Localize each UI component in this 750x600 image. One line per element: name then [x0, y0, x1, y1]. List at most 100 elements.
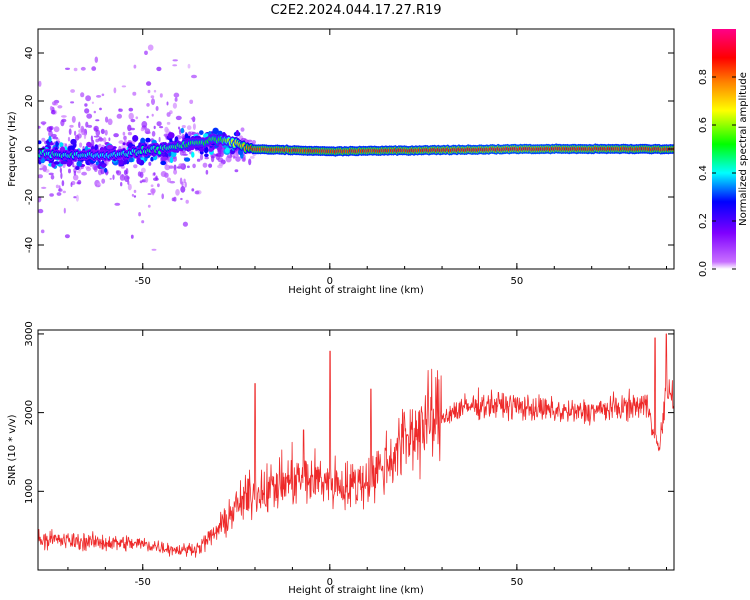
heatmap-cell — [148, 161, 152, 166]
heatmap-cell — [184, 181, 187, 188]
heatmap-cell — [202, 162, 208, 168]
heatmap-cell — [38, 125, 41, 129]
heatmap-cell — [107, 118, 113, 126]
heatmap-cell — [157, 183, 160, 188]
heatmap-cell — [65, 67, 70, 71]
heatmap-cell — [127, 124, 132, 132]
heatmap-cell — [40, 121, 47, 125]
heatmap-cell — [38, 174, 43, 179]
heatmap-cell — [128, 107, 134, 112]
snr-ticks: -50 0 50 1000 2000 3000 — [24, 321, 674, 588]
heatmap-cell — [94, 144, 98, 151]
heatmap-cell — [127, 180, 130, 185]
heatmap-cell — [91, 139, 95, 147]
heatmap-cell — [38, 80, 42, 87]
heatmap-cell — [87, 124, 93, 128]
heatmap-cell — [98, 143, 102, 147]
heatmap-cell — [186, 125, 192, 131]
colorbar-tick-label: 0.6 — [698, 117, 709, 133]
heatmap-cell — [182, 221, 188, 227]
heatmap-cell — [41, 186, 47, 189]
heatmap-cell — [46, 126, 53, 132]
heatmap-cell — [140, 137, 146, 144]
heatmap-cell — [68, 128, 72, 135]
heatmap-cell — [173, 164, 177, 171]
heatmap-cell — [75, 194, 79, 202]
heatmap-cell — [121, 174, 124, 178]
heatmap-cell — [185, 199, 189, 204]
heatmap-cell — [81, 128, 86, 136]
heatmap-cell — [61, 115, 67, 118]
heatmap-cell — [249, 156, 255, 159]
heatmap-cell — [105, 116, 109, 123]
heatmap-cell — [187, 63, 191, 69]
heatmap-cell — [184, 133, 189, 139]
heatmap-cell — [234, 169, 239, 173]
snr-series-line — [38, 333, 674, 558]
spectrogram-panel: -50 0 50 -40 -20 0 20 40 Height of straight lin… — [7, 28, 675, 296]
heatmap-cell — [146, 115, 149, 119]
heatmap-cell — [70, 89, 75, 93]
heatmap-cell — [78, 121, 81, 129]
heatmap-cell — [68, 168, 71, 174]
heatmap-cell — [131, 193, 134, 197]
heatmap-cell — [172, 64, 178, 67]
heatmap-cell — [53, 126, 60, 133]
heatmap-cell — [180, 127, 185, 134]
heatmap-cell — [153, 177, 159, 181]
heatmap-cell — [118, 140, 124, 144]
heatmap-cell — [74, 130, 77, 136]
heatmap-cell — [118, 108, 123, 112]
heatmap-cell — [179, 177, 183, 185]
heatmap-cell — [76, 170, 81, 174]
heatmap-cell — [145, 137, 151, 143]
heatmap-cell — [48, 130, 53, 138]
heatmap-cell — [48, 135, 52, 143]
heatmap-cell — [103, 137, 107, 143]
heatmap-cell — [60, 119, 65, 127]
heatmap-cell — [60, 172, 63, 179]
heatmap-cell — [50, 174, 55, 180]
heatmap-cell — [147, 44, 154, 51]
heatmap-cell — [179, 150, 184, 156]
colorbar-tick-label: 0.2 — [698, 213, 709, 229]
heatmap-cell — [217, 157, 224, 163]
heatmap-cell — [128, 112, 134, 120]
heatmap-cell — [150, 95, 155, 99]
heatmap-cell — [75, 166, 80, 170]
heatmap-cell — [100, 147, 105, 151]
heatmap-cell — [70, 182, 73, 188]
heatmap-cell — [69, 124, 74, 128]
y-tick-label: 0 — [24, 146, 35, 152]
heatmap-cell — [49, 142, 54, 146]
y-tick-label: 3000 — [24, 321, 35, 346]
heatmap-cell — [208, 148, 214, 152]
heatmap-cell — [172, 102, 177, 109]
heatmap-cell — [80, 66, 86, 71]
heatmap-cell — [101, 93, 105, 97]
heatmap-cell — [166, 121, 171, 125]
spectrogram-ticks: -50 0 50 -40 -20 0 20 40 — [24, 29, 674, 287]
figure-title: C2E2.2024.044.17.27.R19 — [270, 3, 441, 18]
heatmap-cell — [55, 141, 59, 148]
heatmap-cell — [198, 147, 205, 152]
heatmap-cell — [67, 136, 71, 142]
heatmap-cell — [122, 142, 126, 146]
heatmap-cell — [101, 164, 106, 168]
heatmap-cell — [166, 112, 171, 117]
heatmap-cell — [113, 133, 119, 138]
heatmap-cell — [226, 154, 233, 159]
heatmap-cell — [159, 126, 164, 129]
heatmap-cell — [141, 220, 145, 224]
heatmap-cell — [240, 127, 245, 132]
heatmap-cell — [151, 130, 156, 137]
heatmap-cell — [174, 97, 178, 102]
heatmap-cell — [93, 110, 97, 114]
heatmap-cell — [38, 140, 42, 145]
spectrogram-xlabel: Height of straight line (km) — [288, 285, 424, 296]
heatmap-cell — [42, 165, 47, 173]
spectrogram-ylabel: Frequency (Hz) — [7, 111, 18, 187]
heatmap-cell — [127, 131, 132, 136]
x-tick-label: -50 — [135, 276, 151, 287]
heatmap-cell — [156, 121, 162, 127]
